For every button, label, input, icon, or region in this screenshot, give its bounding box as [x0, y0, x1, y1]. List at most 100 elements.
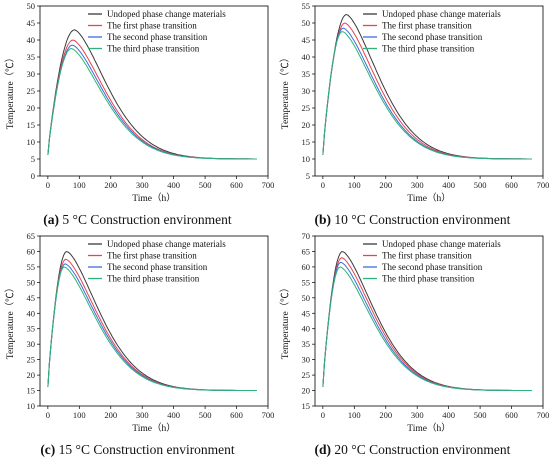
- y-tick-label: 45: [27, 18, 36, 28]
- legend-label: The third phase transition: [382, 44, 475, 54]
- y-tick-label: 30: [302, 86, 311, 96]
- legend-label: The second phase transition: [382, 262, 483, 272]
- x-tick-label: 100: [348, 410, 361, 420]
- legend-label: The second phase transition: [107, 262, 208, 272]
- y-tick-label: 20: [302, 386, 311, 396]
- x-tick-label: 200: [104, 410, 117, 420]
- x-tick-label: 200: [379, 410, 392, 420]
- y-tick-label: 5: [306, 171, 310, 181]
- series-line: [47, 47, 257, 160]
- y-tick-label: 40: [302, 52, 311, 62]
- y-tick-label: 25: [27, 86, 36, 96]
- chart-panel-c: 0 100 200 300 400 500 600 700 10 15 20 25 30 35 40 45 50…: [0, 230, 275, 460]
- y-tick-label: 35: [27, 324, 36, 334]
- legend-label: Undoped phase change materials: [382, 9, 501, 19]
- y-tick-label: 70: [302, 231, 311, 241]
- series-line: [47, 39, 257, 160]
- chart-caption: (a) 5 °C Construction environment: [0, 212, 275, 228]
- y-tick-label: 60: [27, 246, 36, 256]
- y-tick-label: 50: [27, 277, 36, 287]
- x-axis-label: Time（h）: [407, 422, 450, 434]
- caption-text: 10 °C Construction environment: [334, 212, 511, 227]
- x-tick-label: 700: [262, 410, 275, 420]
- x-tick-label: 600: [230, 410, 243, 420]
- x-axis-label: Time（h）: [132, 192, 175, 204]
- series-line: [47, 44, 257, 160]
- y-tick-label: 60: [302, 262, 311, 272]
- x-tick-label: 300: [136, 180, 149, 190]
- caption-letter: (d): [314, 442, 332, 457]
- caption-text: 5 °C Construction environment: [62, 212, 232, 227]
- y-tick-label: 30: [302, 355, 311, 365]
- legend-label: The third phase transition: [107, 274, 200, 284]
- y-tick-label: 40: [302, 324, 311, 334]
- x-tick-label: 0: [321, 180, 325, 190]
- caption-text: 15 °C Construction environment: [58, 442, 235, 457]
- x-tick-label: 500: [199, 180, 212, 190]
- caption-letter: (b): [314, 212, 332, 227]
- x-tick-label: 700: [262, 180, 275, 190]
- x-tick-label: 200: [104, 180, 117, 190]
- series-line: [47, 250, 257, 391]
- x-tick-label: 400: [442, 180, 455, 190]
- x-tick-label: 600: [230, 180, 243, 190]
- x-tick-label: 300: [136, 410, 149, 420]
- y-axis-label: Temperature（℃）: [4, 53, 16, 129]
- y-axis-label: Temperature（℃）: [279, 53, 291, 129]
- caption-letter: (a): [43, 212, 60, 227]
- series-line: [322, 31, 532, 160]
- y-tick-label: 20: [27, 103, 36, 113]
- legend-label: The first phase transition: [107, 251, 197, 261]
- y-tick-label: 65: [302, 246, 311, 256]
- legend-label: The first phase transition: [382, 21, 472, 31]
- y-tick-label: 0: [31, 171, 35, 181]
- x-tick-label: 700: [537, 410, 550, 420]
- y-axis-label: Temperature（℃）: [4, 283, 16, 359]
- x-tick-label: 100: [348, 180, 361, 190]
- chart-svg: 0 100 200 300 400 500 600 700 0 5 10 15 20 25 30 35 40 45…: [4, 1, 275, 204]
- x-tick-label: 500: [474, 410, 487, 420]
- caption-text: 20 °C Construction environment: [334, 442, 511, 457]
- x-tick-label: 100: [73, 180, 86, 190]
- y-tick-label: 10: [27, 137, 36, 147]
- y-tick-label: 55: [302, 277, 311, 287]
- chart-panel-d: 0 100 200 300 400 500 600 700 15 20 25 30 35 40 45 50 55…: [275, 230, 550, 460]
- y-tick-label: 45: [27, 293, 36, 303]
- x-tick-label: 600: [505, 410, 518, 420]
- y-tick-label: 20: [302, 120, 311, 130]
- y-tick-label: 20: [27, 370, 36, 380]
- chart-caption: (b) 10 °C Construction environment: [275, 212, 550, 228]
- legend-label: Undoped phase change materials: [107, 9, 226, 19]
- chart-caption: (d) 20 °C Construction environment: [275, 442, 550, 458]
- y-tick-label: 30: [27, 69, 36, 79]
- y-tick-label: 15: [302, 137, 311, 147]
- y-tick-label: 35: [302, 339, 311, 349]
- x-tick-label: 400: [167, 410, 180, 420]
- y-tick-label: 45: [302, 308, 311, 318]
- y-tick-label: 50: [302, 293, 311, 303]
- y-tick-label: 65: [27, 231, 36, 241]
- x-tick-label: 0: [46, 180, 50, 190]
- chart-panel-b: 0 100 200 300 400 500 600 700 5 10 15 20 25 30 35 40 45 5…: [275, 0, 550, 230]
- y-tick-label: 30: [27, 339, 36, 349]
- x-axis-label: Time（h）: [407, 192, 450, 204]
- y-tick-label: 10: [302, 154, 311, 164]
- y-tick-label: 40: [27, 308, 36, 318]
- y-tick-label: 45: [302, 35, 311, 45]
- x-tick-label: 400: [442, 410, 455, 420]
- legend-label: Undoped phase change materials: [107, 239, 226, 249]
- chart-svg: 0 100 200 300 400 500 600 700 10 15 20 25 30 35 40 45 50…: [4, 231, 275, 434]
- y-tick-label: 15: [302, 401, 311, 411]
- x-tick-label: 600: [505, 180, 518, 190]
- plot-frame: [314, 235, 544, 407]
- series-line: [322, 251, 532, 391]
- x-tick-label: 400: [167, 180, 180, 190]
- y-tick-label: 15: [27, 386, 36, 396]
- y-tick-label: 25: [302, 103, 311, 113]
- chart-panel-a: 0 100 200 300 400 500 600 700 0 5 10 15 20 25 30 35 40 45…: [0, 0, 275, 230]
- y-tick-label: 40: [27, 35, 36, 45]
- legend-label: Undoped phase change materials: [382, 239, 501, 249]
- legend-label: The second phase transition: [107, 32, 208, 42]
- x-tick-label: 0: [46, 410, 50, 420]
- plot-frame: [39, 235, 269, 407]
